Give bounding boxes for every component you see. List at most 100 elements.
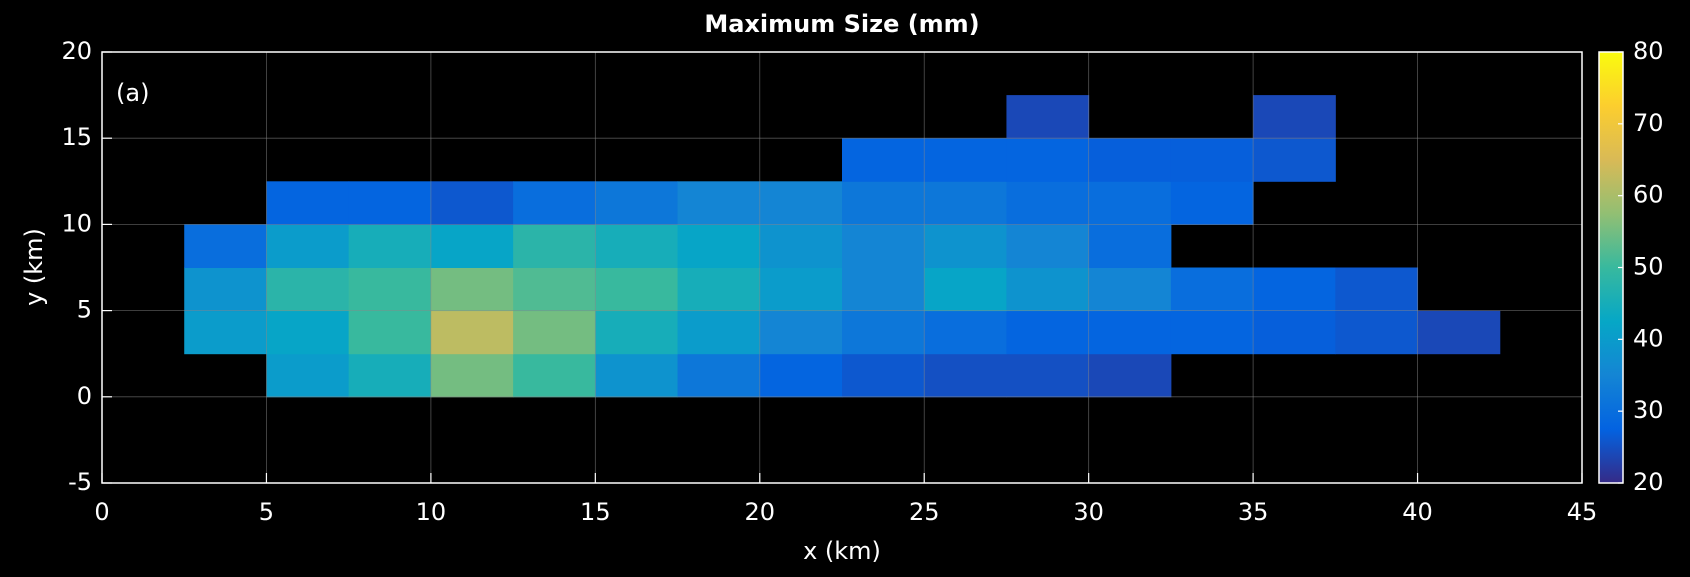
heatmap-cell [595, 224, 679, 268]
heatmap-cell [677, 353, 761, 398]
heatmap-cell [1170, 138, 1254, 182]
x-tick-label: 20 [745, 498, 776, 526]
x-tick-label: 45 [1567, 498, 1598, 526]
colorbar-tick-label: 40 [1633, 324, 1664, 352]
heatmap-cell [266, 310, 350, 355]
y-tick-label: 10 [61, 209, 92, 237]
x-axis-label: x (km) [803, 537, 881, 565]
heatmap-cell [1170, 181, 1254, 225]
heatmap-cell [677, 224, 761, 268]
heatmap-cell [1170, 267, 1254, 312]
heatmap-cell [842, 353, 925, 398]
heatmap-cell [513, 267, 596, 312]
heatmap-cell [1253, 138, 1336, 182]
heatmap-cell [513, 353, 596, 398]
heatmap-cell [1006, 181, 1090, 225]
y-tick-label: 20 [61, 37, 92, 65]
heatmap-cell [1088, 353, 1172, 398]
heatmap-cell [348, 267, 432, 312]
heatmap-cell [1417, 310, 1501, 355]
heatmap-cell [1006, 353, 1090, 398]
heatmap-cell [1006, 310, 1090, 355]
heatmap-cell [184, 267, 267, 312]
heatmap-cell [1170, 310, 1254, 355]
x-tick-label: 10 [416, 498, 447, 526]
heatmap-cell [595, 181, 679, 225]
heatmap-cell [1088, 181, 1172, 225]
heatmap-cell [184, 224, 267, 268]
colorbar-tick-label: 70 [1633, 109, 1664, 137]
heatmap-cell [1335, 267, 1419, 312]
heatmap-cell [842, 181, 925, 225]
heatmap-cell [595, 310, 679, 355]
heatmap-cell [430, 267, 514, 312]
heatmap-cell [842, 224, 925, 268]
heatmap-cell [842, 267, 925, 312]
colorbar-tick-label: 50 [1633, 253, 1664, 281]
heatmap-cell [348, 310, 432, 355]
heatmap-cell [1006, 138, 1090, 182]
heatmap-cell [924, 138, 1007, 182]
heatmap-cell [1253, 95, 1336, 139]
heatmap-cell [759, 224, 843, 268]
heatmap-cell [1088, 267, 1172, 312]
heatmap-cell [513, 181, 596, 225]
colorbar-tick-label: 80 [1633, 37, 1664, 65]
plot-frame [101, 51, 1583, 484]
colorbar-tick-label: 60 [1633, 181, 1664, 209]
heatmap-cell [759, 310, 843, 355]
heatmap-cell [1253, 310, 1336, 355]
heatmap-cell [184, 310, 267, 355]
heatmap-cell [924, 267, 1007, 312]
y-axis-label: y (km) [20, 228, 48, 306]
heatmap-cell [266, 267, 350, 312]
heatmap-cell [513, 224, 596, 268]
heatmap-cell [513, 310, 596, 355]
heatmap-cell [430, 353, 514, 398]
heatmap-cell [842, 138, 925, 182]
heatmap-cell [348, 181, 432, 225]
heatmap-cell [1088, 138, 1172, 182]
heatmap-cell [1088, 310, 1172, 355]
x-tick-label: 0 [94, 498, 109, 526]
heatmap-cell [1088, 224, 1172, 268]
heatmap-cell [430, 181, 514, 225]
heatmap-cell [759, 267, 843, 312]
heatmap-cell [677, 310, 761, 355]
heatmap-cell [1253, 267, 1336, 312]
x-tick-label: 5 [259, 498, 274, 526]
colorbar-tick-label: 30 [1633, 396, 1664, 424]
x-tick-label: 15 [580, 498, 611, 526]
colorbar-tick-label: 20 [1633, 468, 1664, 496]
heatmap-cell [677, 267, 761, 312]
heatmap-cell [348, 353, 432, 398]
chart-title: Maximum Size (mm) [704, 10, 979, 38]
heatmap-cell [430, 224, 514, 268]
heatmap-cell [430, 310, 514, 355]
heatmap-cell [266, 181, 350, 225]
y-tick-label: 5 [77, 296, 92, 324]
panel-annotation: (a) [116, 79, 149, 107]
heatmap-cell [595, 267, 679, 312]
heatmap-cell [924, 353, 1007, 398]
heatmap-cell [759, 353, 843, 398]
heatmap-cell [266, 353, 350, 398]
y-tick-label: 15 [61, 123, 92, 151]
x-tick-label: 30 [1073, 498, 1104, 526]
heatmap-cell [924, 181, 1007, 225]
x-tick-label: 35 [1238, 498, 1269, 526]
heatmap-cell [348, 224, 432, 268]
heatmap-cell [1335, 310, 1419, 355]
x-tick-label: 25 [909, 498, 940, 526]
heatmap-cell [842, 310, 925, 355]
heatmap-cell [266, 224, 350, 268]
heatmap-cell [1006, 224, 1090, 268]
heatmap-cell [595, 353, 679, 398]
heatmap-cell [924, 310, 1007, 355]
heatmap-cell [924, 224, 1007, 268]
y-tick-label: 0 [77, 382, 92, 410]
heatmap-cell [1006, 267, 1090, 312]
y-tick-label: -5 [68, 468, 92, 496]
heatmap-cell [759, 181, 843, 225]
